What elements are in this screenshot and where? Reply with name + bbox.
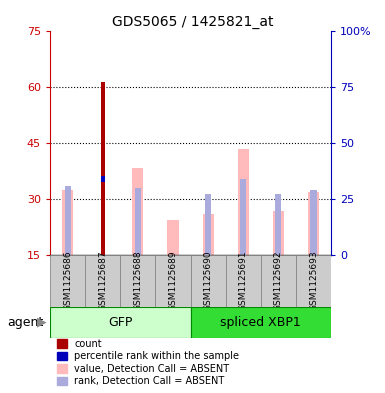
Bar xyxy=(132,168,144,255)
Bar xyxy=(238,149,249,255)
Text: GSM1125692: GSM1125692 xyxy=(274,251,283,311)
Text: GSM1125693: GSM1125693 xyxy=(309,251,318,311)
Bar xyxy=(240,179,246,255)
Bar xyxy=(50,255,85,307)
Text: ▶: ▶ xyxy=(37,316,46,329)
Bar xyxy=(135,188,141,255)
Text: GSM1125690: GSM1125690 xyxy=(204,251,213,311)
Bar xyxy=(156,255,191,307)
Text: agent: agent xyxy=(8,316,44,329)
Bar xyxy=(226,255,261,307)
Text: GSM1125691: GSM1125691 xyxy=(239,251,248,311)
Text: GDS5065 / 1425821_at: GDS5065 / 1425821_at xyxy=(112,15,273,29)
Text: GSM1125688: GSM1125688 xyxy=(133,251,142,311)
Bar xyxy=(167,220,179,255)
Bar xyxy=(50,307,191,338)
Bar xyxy=(191,255,226,307)
Bar xyxy=(65,186,71,255)
Bar xyxy=(203,215,214,255)
Text: spliced XBP1: spliced XBP1 xyxy=(221,316,301,329)
Bar xyxy=(62,190,73,255)
Bar xyxy=(205,194,211,255)
Bar xyxy=(101,176,105,182)
Bar xyxy=(191,307,331,338)
Bar xyxy=(121,255,156,307)
Bar xyxy=(85,255,120,307)
Bar xyxy=(261,255,296,307)
Text: GSM1125686: GSM1125686 xyxy=(63,251,72,311)
Bar xyxy=(296,255,331,307)
Bar xyxy=(308,192,319,255)
Text: GSM1125689: GSM1125689 xyxy=(169,251,177,311)
Text: GSM1125687: GSM1125687 xyxy=(98,251,107,311)
Bar xyxy=(310,190,316,255)
Bar xyxy=(273,211,284,255)
Text: GFP: GFP xyxy=(108,316,132,329)
Bar xyxy=(100,82,105,255)
Bar xyxy=(275,194,281,255)
Legend: count, percentile rank within the sample, value, Detection Call = ABSENT, rank, : count, percentile rank within the sample… xyxy=(55,337,241,388)
